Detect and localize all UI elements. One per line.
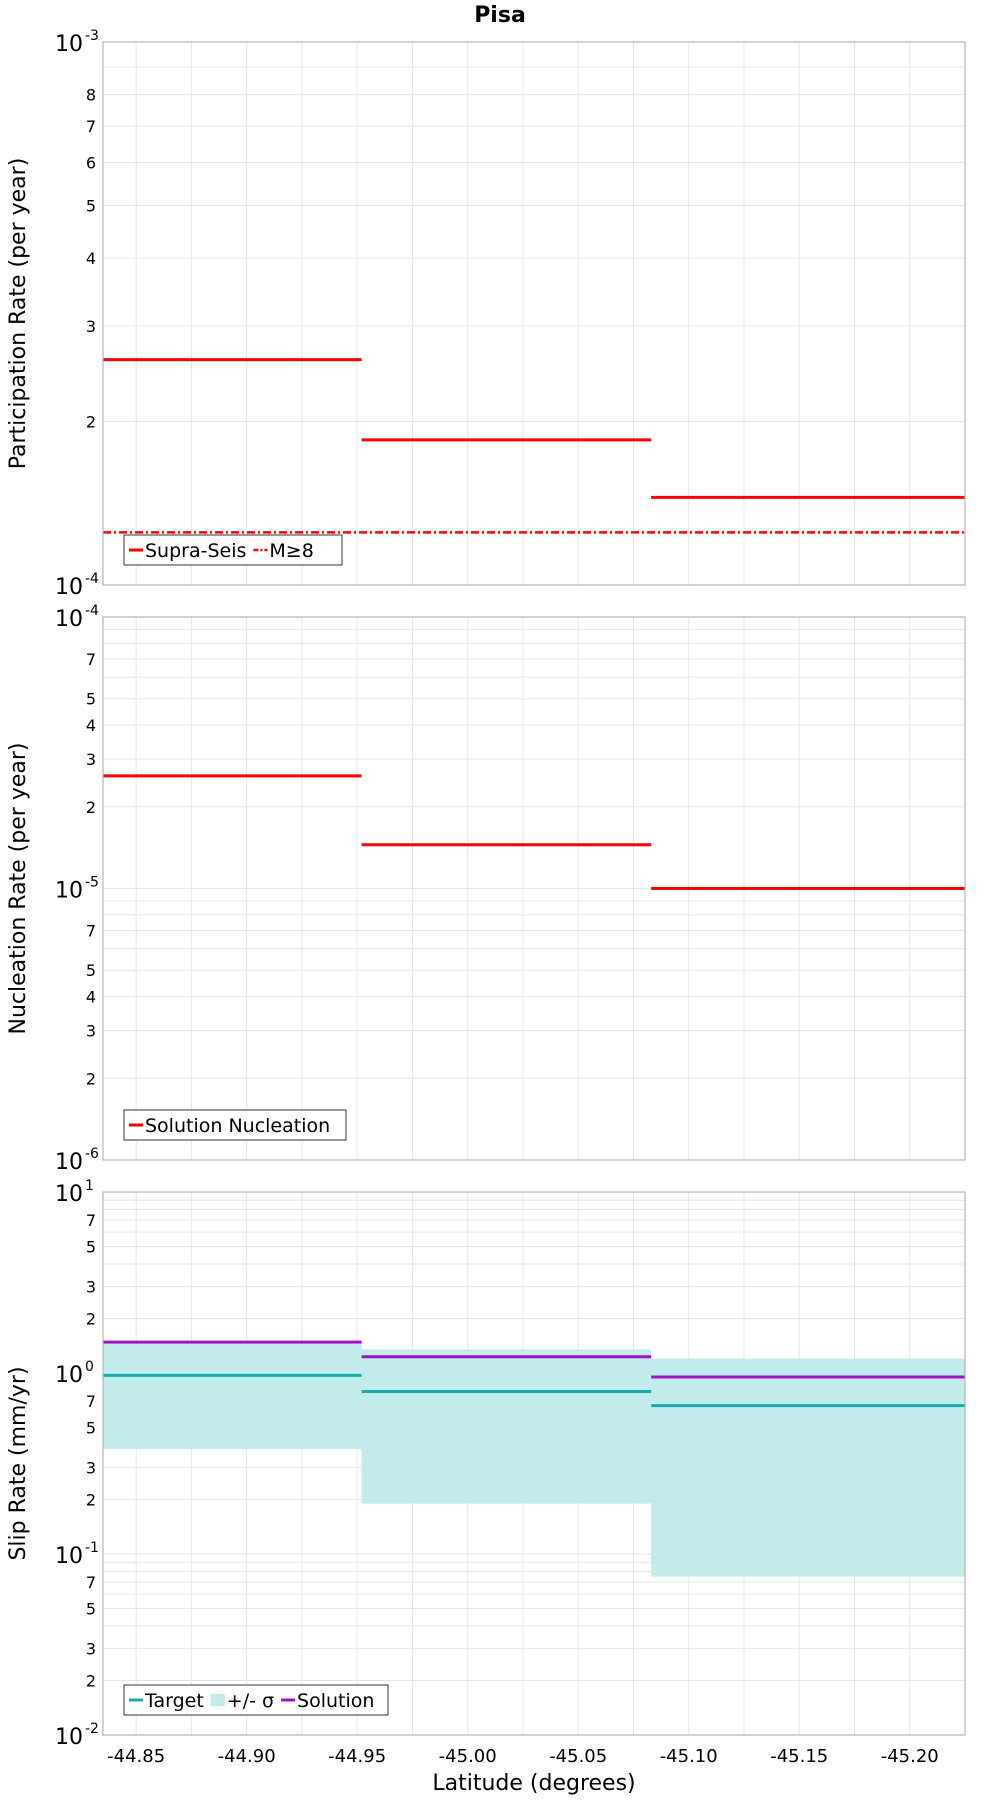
band-series bbox=[103, 1343, 965, 1577]
y-tick-label: 10 bbox=[55, 879, 83, 904]
sigma-band bbox=[361, 1349, 652, 1504]
x-tick-label: -44.85 bbox=[107, 1746, 165, 1767]
y-tick-exponent: -3 bbox=[85, 28, 99, 44]
y-tick-label: 3 bbox=[86, 750, 96, 769]
legend: Supra-Seis M≥8 bbox=[123, 534, 343, 566]
y-tick-label: 7 bbox=[86, 650, 96, 669]
legend: Solution Nucleation bbox=[123, 1109, 347, 1141]
y-tick-label: 10 bbox=[55, 1544, 83, 1569]
x-tick-labels: -44.85 -44.90 -44.95 -45.00 -45.05 -45.10 -45.… bbox=[107, 1746, 939, 1767]
y-tick-label: 5 bbox=[86, 690, 96, 709]
plot-frame bbox=[102, 1191, 966, 1736]
legend-box bbox=[123, 1684, 389, 1716]
legend-label: Supra-Seis bbox=[145, 540, 246, 562]
y-tick-label: 5 bbox=[86, 961, 96, 980]
y-tick-label: 2 bbox=[86, 1069, 96, 1088]
legend-box bbox=[123, 534, 343, 566]
legend: Target +/- σ Solution bbox=[123, 1684, 389, 1716]
y-tick-label: 3 bbox=[86, 1021, 96, 1040]
line-series bbox=[103, 774, 965, 890]
legend-swatch-band bbox=[210, 1694, 225, 1706]
y-tick-label: 7 bbox=[86, 117, 96, 136]
y-tick-label: 7 bbox=[86, 1392, 96, 1411]
y-tick-label: 10 bbox=[55, 1150, 83, 1175]
plot-frame bbox=[102, 41, 966, 586]
y-tick-exponent: -6 bbox=[85, 1146, 99, 1162]
legend-box bbox=[123, 1109, 347, 1141]
y-tick-label: 2 bbox=[86, 1672, 96, 1691]
y-tick-label: 7 bbox=[86, 1211, 96, 1230]
y-tick-label: 2 bbox=[86, 1491, 96, 1510]
legend-label: Target bbox=[144, 1690, 204, 1712]
y-tick-label: 4 bbox=[86, 249, 96, 268]
y-tick-label: 3 bbox=[86, 1278, 96, 1297]
y-tick-label: 10 bbox=[55, 32, 83, 57]
line-series bbox=[103, 1373, 965, 1408]
y-tick-label: 2 bbox=[86, 798, 96, 817]
y-tick-label: 2 bbox=[86, 1310, 96, 1329]
x-tick-label: -45.15 bbox=[770, 1746, 828, 1767]
legend-label: Solution bbox=[297, 1690, 374, 1712]
plot-area bbox=[103, 42, 965, 585]
x-axis-label: Latitude (degrees) bbox=[432, 1771, 635, 1796]
y-tick-exponent: -4 bbox=[85, 603, 99, 619]
y-tick-exponent: -5 bbox=[85, 875, 99, 891]
x-tick-label: -44.90 bbox=[218, 1746, 276, 1767]
y-axis-label: Nucleation Rate (per year) bbox=[6, 743, 31, 1035]
y-tick-label: 3 bbox=[86, 317, 96, 336]
y-tick-label: 10 bbox=[55, 1725, 83, 1750]
y-tick-label: 7 bbox=[86, 922, 96, 941]
y-tick-exponent: -1 bbox=[85, 1540, 99, 1556]
y-axis-label: Participation Rate (per year) bbox=[6, 158, 31, 470]
y-tick-label: 10 bbox=[55, 1182, 83, 1207]
y-tick-label: 2 bbox=[86, 413, 96, 432]
y-tick-exponent: -4 bbox=[85, 571, 99, 587]
x-tick-label: -45.05 bbox=[549, 1746, 607, 1767]
y-tick-label: 3 bbox=[86, 1640, 96, 1659]
y-tick-label: 10 bbox=[55, 1363, 83, 1388]
y-tick-label: 7 bbox=[86, 1573, 96, 1592]
x-tick-label: -44.95 bbox=[328, 1746, 386, 1767]
y-axis-label: Slip Rate (mm/yr) bbox=[6, 1366, 31, 1560]
y-tick-label: 5 bbox=[86, 1237, 96, 1256]
legend-label: Solution Nucleation bbox=[145, 1115, 330, 1137]
sigma-band bbox=[651, 1358, 965, 1577]
y-tick-label: 5 bbox=[86, 1418, 96, 1437]
x-tick-label: -45.20 bbox=[881, 1746, 939, 1767]
chart-title: Pisa bbox=[474, 3, 526, 28]
legend-label: +/- σ bbox=[227, 1690, 274, 1712]
y-tick-label: 10 bbox=[55, 607, 83, 632]
y-tick-label: 5 bbox=[86, 196, 96, 215]
y-tick-label: 6 bbox=[86, 153, 96, 172]
y-tick-label: 4 bbox=[86, 716, 96, 735]
y-tick-label: 5 bbox=[86, 1599, 96, 1618]
y-tick-label: 8 bbox=[86, 86, 96, 105]
line-series bbox=[103, 358, 965, 499]
x-tick-label: -45.10 bbox=[660, 1746, 718, 1767]
y-tick-label: 10 bbox=[55, 575, 83, 600]
legend-label: M≥8 bbox=[269, 540, 313, 562]
plot-frame bbox=[102, 616, 966, 1161]
y-tick-exponent: -2 bbox=[85, 1721, 99, 1737]
y-tick-label: 4 bbox=[86, 988, 96, 1007]
x-tick-label: -45.00 bbox=[439, 1746, 497, 1767]
line-series bbox=[103, 1340, 965, 1379]
y-gridlines bbox=[103, 628, 965, 1161]
y-tick-exponent: 1 bbox=[85, 1178, 94, 1194]
y-tick-exponent: 0 bbox=[85, 1359, 94, 1375]
y-tick-label: 3 bbox=[86, 1459, 96, 1478]
sigma-band bbox=[103, 1343, 362, 1450]
x-gridlines bbox=[135, 42, 966, 585]
